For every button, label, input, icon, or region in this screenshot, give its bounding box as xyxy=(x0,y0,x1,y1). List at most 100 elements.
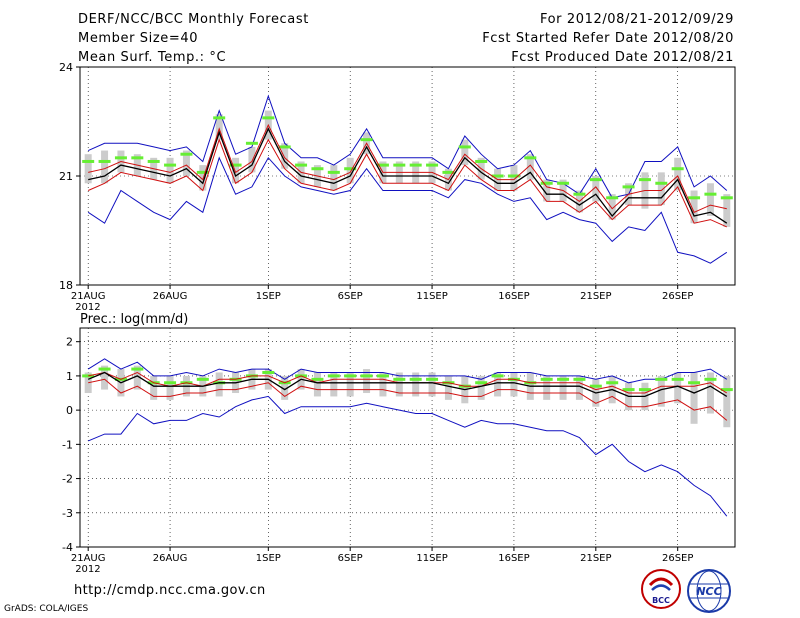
prec-ytick-label-6: 2 xyxy=(66,336,73,349)
temp-spread-box-27 xyxy=(510,165,518,191)
temp-spread-box-13 xyxy=(281,143,289,169)
prec-spread-box-9 xyxy=(215,372,223,397)
start-date: Fcst Started Refer Date 2012/08/20 xyxy=(482,31,734,46)
prec-spread-box-23 xyxy=(444,375,452,400)
prec-spread-box-31 xyxy=(575,375,583,400)
temp-spread-box-38 xyxy=(690,190,698,224)
prec-ytick-label-5: 1 xyxy=(66,370,73,383)
temp-xtick-sublabel-0: 2012 xyxy=(75,302,100,313)
prec-median-line xyxy=(87,371,728,398)
temp-spread-box-11 xyxy=(248,146,256,173)
temp-spread-box-24 xyxy=(461,139,469,166)
temp-xtick-label-6: 21SEP xyxy=(580,291,611,302)
temp-xtick-label-7: 26SEP xyxy=(662,291,693,302)
prec-spread-box-19 xyxy=(379,372,387,397)
temp-ytick-label-0: 18 xyxy=(59,279,73,292)
temp-spread-box-33 xyxy=(608,194,616,220)
temp-xtick-label-0: 21AUG xyxy=(71,291,106,302)
temp-min-line xyxy=(87,156,728,264)
prec-min-line xyxy=(88,395,728,517)
prec-spread-box-1 xyxy=(84,372,92,394)
temp-spread-box-10 xyxy=(232,157,240,184)
temp-spread-box-39 xyxy=(706,183,714,216)
prec-xtick-label-1: 26AUG xyxy=(153,553,188,564)
prec-xtick-label-3: 6SEP xyxy=(338,553,363,564)
prec-xtick-label-5: 16SEP xyxy=(498,553,529,564)
prec-spread-box-21 xyxy=(412,372,420,397)
prec-xtick-label-2: 1SEP xyxy=(256,553,281,564)
chart-title: DERF/NCC/BCC Monthly Forecast xyxy=(78,12,309,27)
temp-xtick-label-5: 16SEP xyxy=(498,291,529,302)
prec-max-line xyxy=(87,358,728,384)
temp-median-line xyxy=(88,127,728,224)
prec-xtick-sublabel-0: 2012 xyxy=(75,564,100,575)
prec-spread-box-36 xyxy=(657,375,665,407)
temp-xtick-label-2: 1SEP xyxy=(256,291,281,302)
prec-ytick-label-2: -2 xyxy=(62,473,73,486)
temp-ytick-label-2: 24 xyxy=(59,61,73,74)
prec-spread-box-25 xyxy=(477,375,485,400)
prec-spread-box-26 xyxy=(494,372,502,397)
prec-spread-box-2 xyxy=(101,365,109,390)
prec-spread-box-6 xyxy=(166,375,174,400)
temp-spread-box-32 xyxy=(592,176,600,202)
prec-xtick-label-4: 11SEP xyxy=(416,553,447,564)
temp-spread-box-2 xyxy=(101,150,109,184)
prec-spread-box-5 xyxy=(150,375,158,400)
temp-spread-box-16 xyxy=(330,165,338,191)
member-size: Member Size=40 xyxy=(78,31,199,46)
temp-spread-box-37 xyxy=(674,157,682,191)
prec-spread-box-29 xyxy=(543,375,551,400)
bcc-logo-text: BCC xyxy=(652,596,670,605)
prec-spread-box-13 xyxy=(281,375,289,400)
prec-spread-box-17 xyxy=(346,372,354,397)
prec-ytick-label-3: -1 xyxy=(62,438,73,451)
temp-spread-box-7 xyxy=(182,150,190,176)
prec-spread-box-40 xyxy=(723,375,731,428)
prec-spread-box-20 xyxy=(395,372,403,397)
temp-xtick-label-1: 26AUG xyxy=(153,291,188,302)
prec-spread-box-16 xyxy=(330,372,338,397)
temp-xtick-label-4: 11SEP xyxy=(416,291,447,302)
prec-xtick-label-6: 21SEP xyxy=(580,553,611,564)
temp-spread-box-6 xyxy=(166,157,174,184)
temp-lower-line xyxy=(87,138,728,228)
source-url[interactable]: http://cmdp.ncc.cma.gov.cn xyxy=(74,583,266,598)
prec-xtick-label-0: 21AUG xyxy=(71,553,106,564)
grads-credit: GrADS: COLA/IGES xyxy=(4,604,89,614)
prec-ytick-label-4: 0 xyxy=(66,404,73,417)
temp-xtick-label-3: 6SEP xyxy=(338,291,363,302)
bcc-logo: BCC xyxy=(641,569,681,609)
produced-date: Fcst Produced Date 2012/08/21 xyxy=(511,50,734,65)
prec-ytick-label-1: -3 xyxy=(62,507,73,520)
temp-spread-box-9 xyxy=(215,114,223,140)
prec-spread-box-18 xyxy=(363,369,371,394)
temp-ytick-label-1: 21 xyxy=(59,170,73,183)
prec-spread-box-22 xyxy=(428,372,436,397)
prec-ytick-label-0: -4 xyxy=(62,541,73,554)
prec-xtick-label-7: 26SEP xyxy=(662,553,693,564)
temp-spread-box-8 xyxy=(199,165,207,191)
forecast-period: For 2012/08/21-2012/09/29 xyxy=(540,12,734,27)
temp-max-line xyxy=(87,94,728,199)
temp-spread-box-29 xyxy=(543,179,551,202)
temp-spread-box-36 xyxy=(657,172,665,206)
prec-lower-line xyxy=(88,378,728,421)
prec-spread-box-30 xyxy=(559,375,567,400)
prec-spread-box-4 xyxy=(133,365,141,390)
prec-spread-box-38 xyxy=(690,372,698,424)
prec-frame xyxy=(79,327,736,548)
temp-spread-box-28 xyxy=(526,154,534,180)
prec-spread-box-27 xyxy=(510,372,518,397)
prec-spread-box-37 xyxy=(674,372,682,404)
ncc-logo-text: NCC xyxy=(696,585,721,598)
prec-spread-box-39 xyxy=(706,372,714,414)
temp-spread-box-40 xyxy=(723,194,731,227)
ncc-logo: NCC xyxy=(687,569,731,613)
prec-spread-box-15 xyxy=(313,372,321,397)
variable-label: Mean Surf. Temp.: °C xyxy=(78,50,227,65)
temp-upper-line xyxy=(88,123,727,213)
temp-spread-box-1 xyxy=(84,154,92,184)
prec-panel-title: Prec.: log(mm/d) xyxy=(80,312,188,327)
